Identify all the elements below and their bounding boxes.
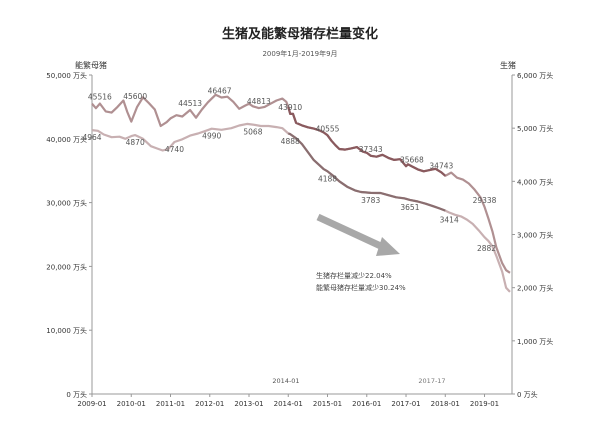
axes: 0 万头 10,000 万头 20,000 万头 30,000 万头 40,000 万头… [46,71,553,408]
data-label-pigs: 4870 [126,138,145,147]
marker-2014: 2014-01 [272,377,299,385]
left-tick-label: 40,000 万头 [46,135,87,144]
data-label-pigs: 2882 [477,244,496,253]
annotation-pig-decrease: 生猪存栏量减少22.04% [316,271,392,280]
right-tick-label: 6,000 万头 [517,71,553,80]
left-axis-label: 能繁母猪 [75,60,107,70]
left-tick-label: 10,000 万头 [46,326,87,335]
series-line-left [91,93,511,274]
series-line-right [91,122,511,293]
series-layer [91,93,511,293]
data-label-pigs: 4740 [165,145,184,154]
data-label-pigs: 5068 [243,128,262,137]
marker-2017: 2017-17 [418,377,445,385]
annotation-sow-decrease: 能繁母猪存栏量减少30.24% [316,283,406,292]
x-tick-label: 2014-01 [274,400,303,408]
left-tick-label: 20,000 万头 [46,262,87,271]
series-highlight-right [287,132,446,212]
left-tick-label: 0 万头 [66,390,87,399]
data-label-sows: 40555 [316,124,340,133]
data-label-pigs: 3651 [400,203,419,212]
x-tick-label: 2017-01 [391,400,420,408]
right-tick-label: 5,000 万头 [517,124,553,133]
data-label-sows: 29338 [473,196,497,205]
data-label-sows: 44513 [178,99,202,108]
data-label-sows: 34743 [429,161,453,170]
x-tick-label: 2012-01 [195,400,224,408]
data-label-pigs: 4888 [281,137,300,146]
x-tick-label: 2009-01 [77,400,106,408]
data-label-pigs: 4990 [202,132,221,141]
x-tick-label: 2010-01 [117,400,146,408]
left-tick-label: 30,000 万头 [46,199,87,208]
x-tick-label: 2013-01 [234,400,263,408]
right-tick-label: 0 万头 [517,390,538,399]
right-axis-label: 生猪 [500,60,516,70]
right-tick-label: 2,000 万头 [517,284,553,293]
data-label-sows: 35668 [400,155,424,164]
data-label-pigs: 3783 [361,196,380,205]
data-label-sows: 45516 [88,93,112,102]
x-tick-label: 2016-01 [352,400,381,408]
data-label-pigs: 3414 [440,215,459,224]
right-tick-label: 1,000 万头 [517,337,553,346]
data-label-pigs: 4964 [82,133,101,142]
data-label-sows: 45600 [123,92,147,101]
x-tick-label: 2011-01 [156,400,185,408]
trend-arrow-head [376,237,400,256]
series-highlight-left [287,106,447,177]
annotations: 生猪存栏量减少22.04% 能繁母猪存栏量减少30.24% 2014-01 20… [272,213,446,385]
data-label-sows: 37343 [359,145,383,154]
right-tick-label: 4,000 万头 [517,177,553,186]
data-label-sows: 43910 [278,103,302,112]
x-tick-label: 2018-01 [431,400,460,408]
data-label-sows: 46467 [208,87,232,96]
x-tick-label: 2019-01 [470,400,499,408]
trend-arrow-shaft [316,213,387,252]
data-labels: 45516 45600 44513 46467 44813 43910 40555 37343… [82,87,496,253]
left-tick-label: 50,000 万头 [46,71,87,80]
chart-title: 生猪及能繁母猪存栏量变化 [222,26,378,42]
x-tick-label: 2015-01 [313,400,342,408]
right-tick-label: 3,000 万头 [517,231,553,240]
data-label-sows: 44813 [247,97,271,106]
chart-subtitle: 2009年1月-2019年9月 [262,49,337,58]
data-label-pigs: 4188 [318,174,337,183]
